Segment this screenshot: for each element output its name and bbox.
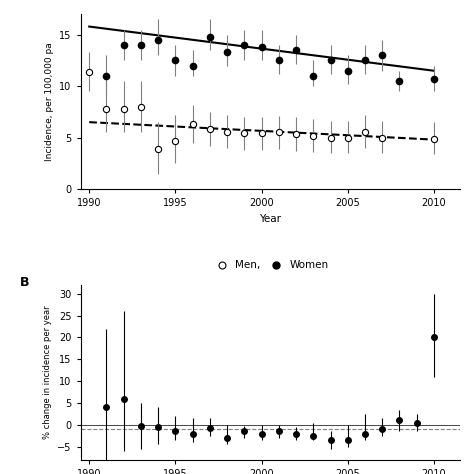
- X-axis label: Year: Year: [259, 213, 281, 224]
- Y-axis label: % change in incidence per year: % change in incidence per year: [43, 306, 52, 439]
- Y-axis label: Incidence, per 100,000 pa: Incidence, per 100,000 pa: [45, 42, 54, 161]
- Legend: Men,, Women: Men,, Women: [207, 256, 333, 274]
- Text: B: B: [20, 276, 29, 289]
